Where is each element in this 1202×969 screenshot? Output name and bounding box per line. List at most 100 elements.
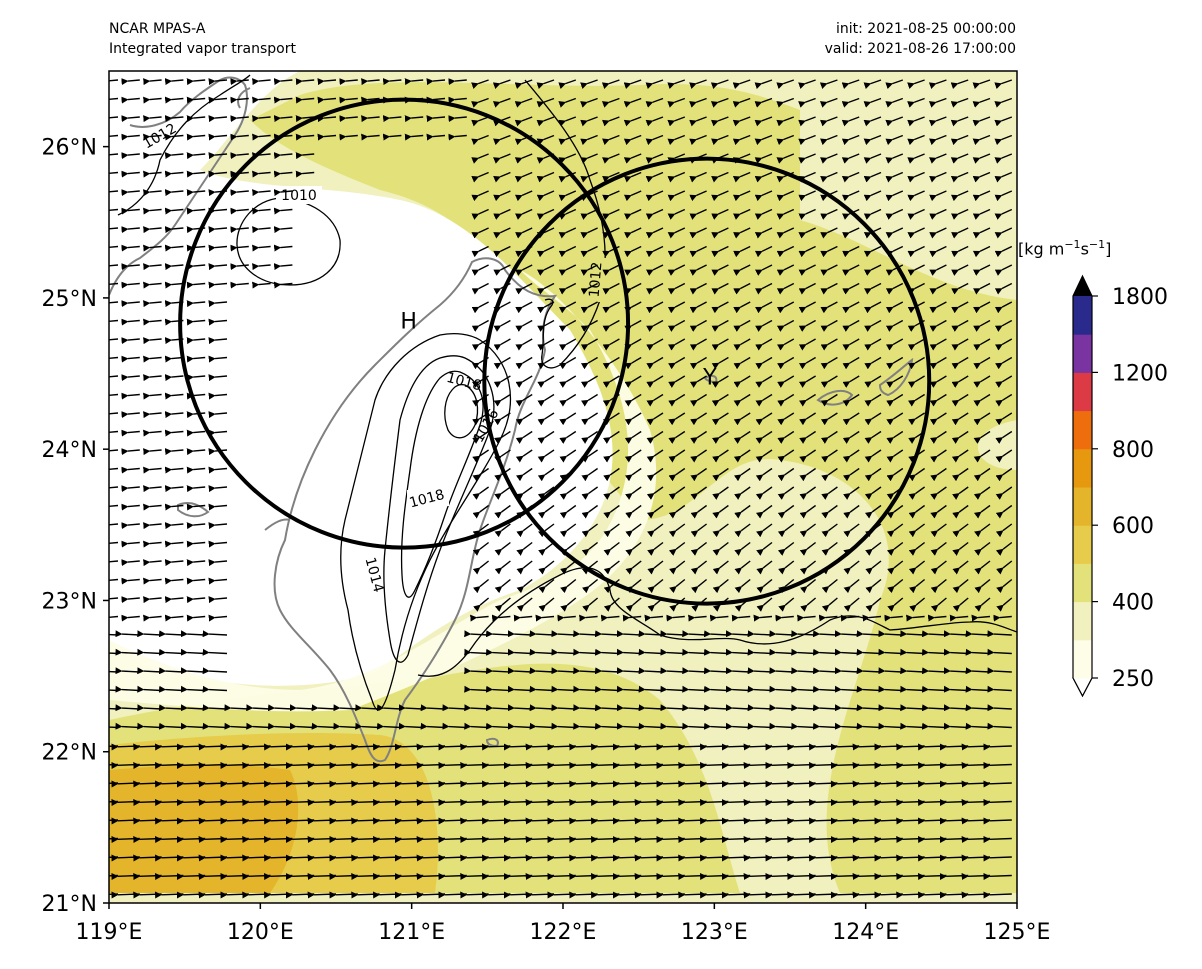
ivt-arrow xyxy=(917,872,947,880)
ivt-arrow xyxy=(711,356,729,370)
ivt-arrow xyxy=(581,449,598,463)
ivt-arrow xyxy=(529,667,555,675)
ivt-arrow xyxy=(711,134,729,146)
ivt-arrow xyxy=(667,153,686,164)
ivt-arrow xyxy=(929,208,947,220)
ivt-arrow xyxy=(747,685,773,693)
ivt-arrow xyxy=(721,891,751,899)
ivt-arrow xyxy=(612,798,642,806)
ivt-arrow xyxy=(689,282,707,295)
lon-tick-label: 119°E xyxy=(76,920,143,945)
ivt-arrow xyxy=(121,466,140,474)
ivt-arrow xyxy=(109,504,119,507)
ivt-arrow xyxy=(121,133,140,141)
ivt-arrow xyxy=(176,798,206,806)
ivt-arrow xyxy=(777,375,795,388)
ivt-arrow xyxy=(721,835,751,843)
ivt-arrow xyxy=(776,116,795,127)
ivt-arrow xyxy=(682,667,707,675)
ivt-arrow xyxy=(464,630,489,638)
colorbar-segment xyxy=(1073,563,1092,603)
lat-tick-label: 22°N xyxy=(42,741,97,766)
ivt-arrow xyxy=(787,817,816,825)
ivt-arrow xyxy=(143,485,162,493)
ivt-arrow xyxy=(109,430,119,433)
ivt-arrow xyxy=(776,227,795,239)
ivt-arrow xyxy=(820,245,838,258)
ivt-arrow xyxy=(547,854,576,862)
ivt-arrow xyxy=(121,540,140,548)
ivt-arrow xyxy=(950,208,969,220)
ivt-arrow xyxy=(711,245,729,258)
ivt-arrow xyxy=(180,722,206,730)
ivt-arrow xyxy=(464,704,489,712)
ivt-arrow xyxy=(842,282,860,295)
ivt-arrow xyxy=(471,208,489,220)
ivt-arrow xyxy=(263,817,293,825)
ivt-arrow xyxy=(856,630,882,638)
ivt-arrow xyxy=(133,817,162,825)
ivt-arrow xyxy=(951,264,969,276)
ivt-arrow xyxy=(339,78,358,86)
ivt-arrow xyxy=(594,722,620,730)
ivt-arrow xyxy=(121,78,140,86)
ivt-arrow xyxy=(834,722,860,730)
ivt-arrow xyxy=(682,704,707,712)
ivt-arrow xyxy=(525,780,555,788)
ivt-arrow xyxy=(878,630,903,638)
ivt-arrow xyxy=(472,467,489,482)
ivt-arrow xyxy=(712,467,729,482)
ivt-arrow xyxy=(929,356,947,370)
ivt-arrow xyxy=(734,486,751,500)
ivt-arrow xyxy=(678,743,707,751)
ivt-arrow xyxy=(503,761,533,769)
ivt-arrow xyxy=(864,449,882,463)
ivt-arrow xyxy=(329,743,358,751)
ivt-arrow xyxy=(667,134,686,146)
ivt-arrow xyxy=(121,392,140,400)
ivt-arrow xyxy=(537,486,555,500)
ivt-arrow xyxy=(689,190,707,202)
ivt-arrow xyxy=(438,854,467,862)
ivt-arrow xyxy=(951,227,969,239)
ivt-arrow xyxy=(961,817,991,825)
ivt-arrow xyxy=(874,743,903,751)
ivt-arrow xyxy=(616,648,642,656)
ivt-arrow xyxy=(573,722,598,730)
ivt-arrow xyxy=(951,245,969,258)
ivt-arrow xyxy=(143,170,162,178)
ivt-arrow xyxy=(776,97,795,108)
ivt-arrow xyxy=(529,722,555,730)
ivt-arrow xyxy=(864,319,882,332)
ivt-arrow xyxy=(551,722,576,730)
ivt-arrow xyxy=(558,245,577,258)
ivt-arrow xyxy=(464,685,489,693)
ivt-arrow xyxy=(164,244,184,252)
ivt-arrow xyxy=(972,227,991,239)
ivt-arrow xyxy=(896,854,925,862)
ivt-arrow xyxy=(951,319,969,332)
ivt-arrow xyxy=(537,430,555,444)
ivt-arrow xyxy=(537,393,555,407)
ivt-arrow xyxy=(645,153,664,164)
ivt-arrow xyxy=(109,393,119,396)
ivt-arrow xyxy=(743,817,773,825)
ivt-arrow xyxy=(646,393,664,407)
ivt-arrow xyxy=(689,227,707,239)
ivt-arrow xyxy=(295,96,315,104)
colorbar-segment xyxy=(1073,448,1092,488)
ivt-arrow xyxy=(472,523,490,538)
ivt-arrow xyxy=(493,134,511,146)
ivt-arrow xyxy=(951,467,969,482)
ivt-arrow xyxy=(115,704,140,712)
ivt-arrow xyxy=(765,854,794,862)
ivt-arrow xyxy=(267,722,293,730)
ivt-arrow xyxy=(667,282,686,295)
ivt-arrow xyxy=(372,743,402,751)
ivt-arrow xyxy=(602,134,620,146)
ivt-arrow xyxy=(590,761,620,769)
ivt-arrow xyxy=(109,763,119,766)
ivt-arrow xyxy=(208,411,228,419)
ivt-arrow xyxy=(699,761,729,769)
ivt-arrow xyxy=(689,356,707,370)
